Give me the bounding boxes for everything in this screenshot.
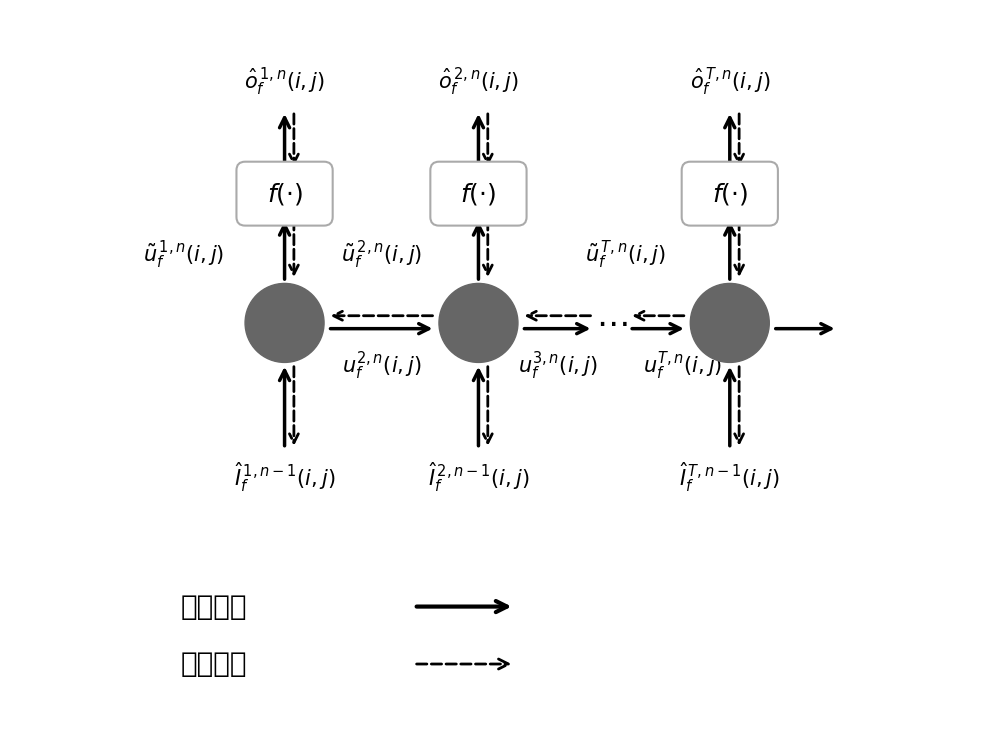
Text: $\tilde{u}_f^{\,T,n}(i,j)$: $\tilde{u}_f^{\,T,n}(i,j)$ — [585, 239, 666, 271]
FancyBboxPatch shape — [430, 162, 527, 225]
Text: $f(\cdot)$: $f(\cdot)$ — [712, 181, 748, 206]
Text: $\hat{o}_f^{\,1,n}(i,j)$: $\hat{o}_f^{\,1,n}(i,j)$ — [244, 67, 325, 98]
Text: $\cdots$: $\cdots$ — [596, 307, 627, 340]
Text: $u_f^{T,n}(i,j)$: $u_f^{T,n}(i,j)$ — [643, 350, 723, 382]
Circle shape — [439, 283, 518, 362]
Text: $u_f^{2,n}(i,j)$: $u_f^{2,n}(i,j)$ — [342, 350, 421, 382]
Text: $\hat{I}_f^{\,1,n-1}(i,j)$: $\hat{I}_f^{\,1,n-1}(i,j)$ — [234, 460, 335, 494]
Text: 前向传播: 前向传播 — [180, 593, 247, 621]
Text: $\hat{o}_f^{\,2,n}(i,j)$: $\hat{o}_f^{\,2,n}(i,j)$ — [438, 67, 519, 98]
FancyBboxPatch shape — [682, 162, 778, 225]
Text: $u_f^{3,n}(i,j)$: $u_f^{3,n}(i,j)$ — [518, 350, 597, 382]
Text: $\hat{o}_f^{\,T,n}(i,j)$: $\hat{o}_f^{\,T,n}(i,j)$ — [690, 67, 770, 98]
Text: $\tilde{u}_f^{\,2,n}(i,j)$: $\tilde{u}_f^{\,2,n}(i,j)$ — [341, 239, 422, 271]
Text: $\hat{I}_f^{\,T,n-1}(i,j)$: $\hat{I}_f^{\,T,n-1}(i,j)$ — [679, 460, 780, 494]
Circle shape — [245, 283, 324, 362]
Text: $f(\cdot)$: $f(\cdot)$ — [460, 181, 497, 206]
Text: $\tilde{u}_f^{\,1,n}(i,j)$: $\tilde{u}_f^{\,1,n}(i,j)$ — [143, 239, 225, 271]
FancyBboxPatch shape — [236, 162, 333, 225]
Text: $f(\cdot)$: $f(\cdot)$ — [267, 181, 303, 206]
Text: $\hat{I}_f^{\,2,n-1}(i,j)$: $\hat{I}_f^{\,2,n-1}(i,j)$ — [428, 460, 529, 494]
Text: 反向传播: 反向传播 — [180, 650, 247, 678]
Circle shape — [690, 283, 769, 362]
